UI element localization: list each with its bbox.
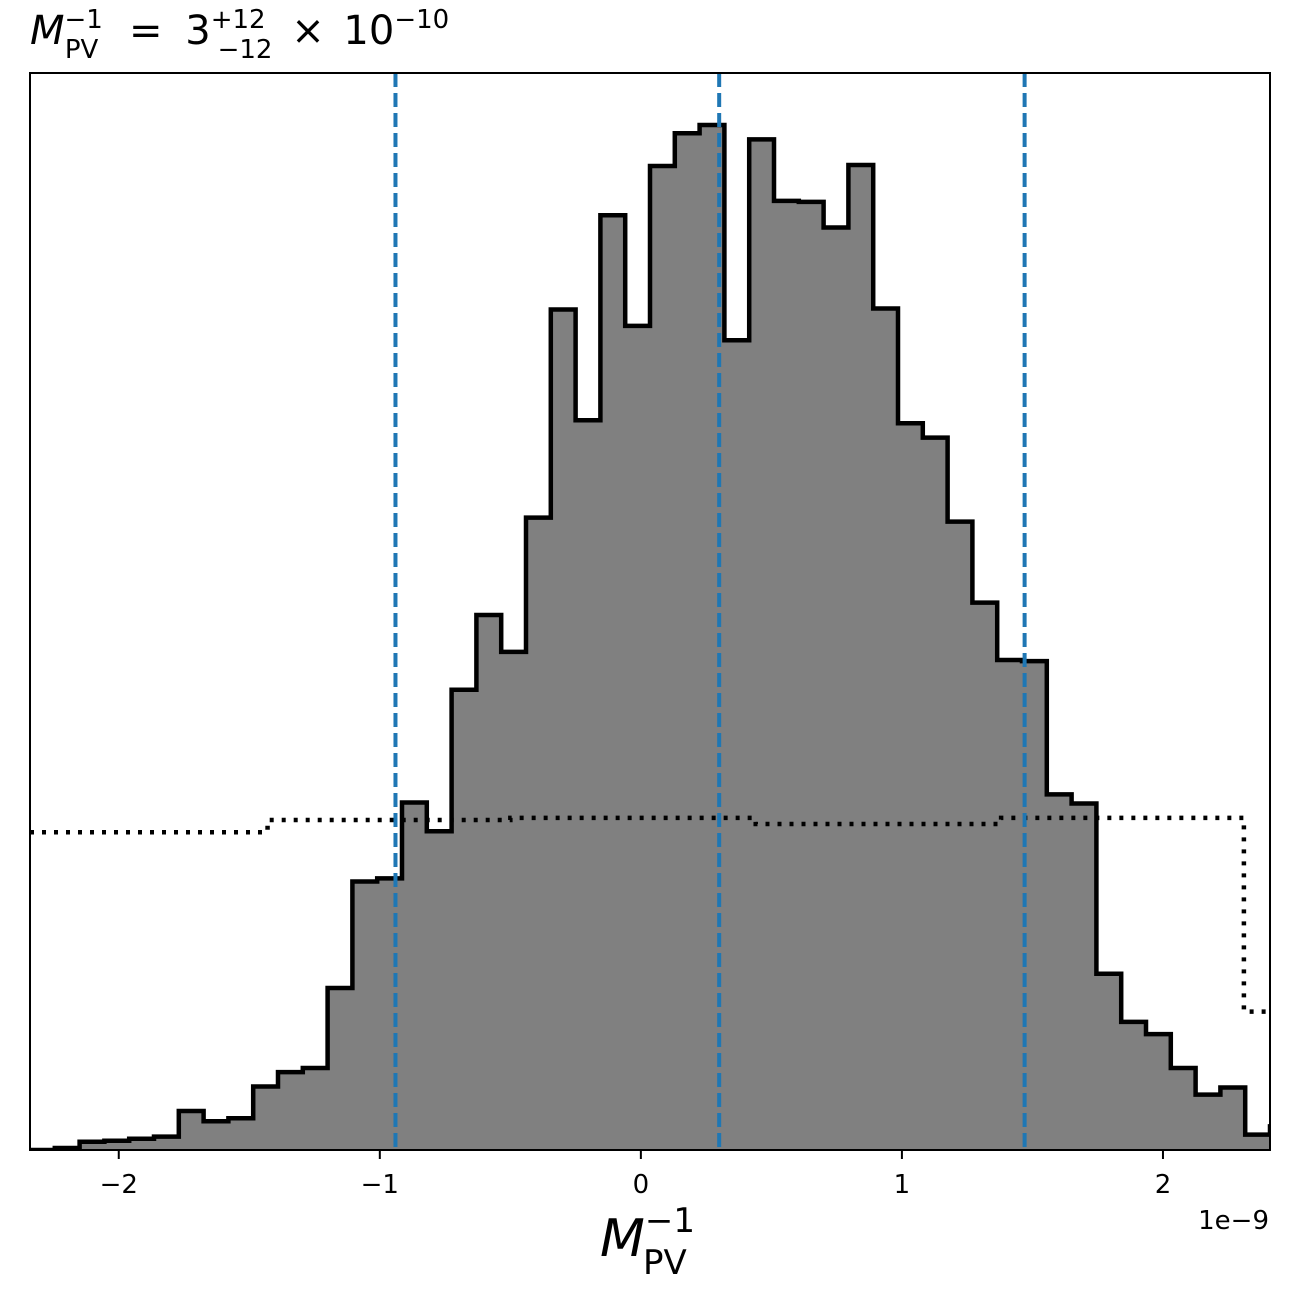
x-tick-label: −2 [100,1170,138,1200]
plot-frame [29,72,1271,1151]
plot-area [29,72,1289,1151]
posterior-step-line [30,122,1270,1150]
posterior-bar [278,1072,304,1150]
svg-text:M−1PV = 3+12−12: M−1 PV = 3+12 −12 × 10−10 [30,5,449,68]
posterior-bar [972,602,998,1150]
posterior-bar [1195,1094,1221,1150]
svg-text:M−1PV: M−1 PV [600,1201,695,1283]
posterior-bar [798,201,825,1150]
posterior-bar [922,437,949,1150]
posterior-bar [749,139,775,1150]
posterior-bar [402,802,428,1150]
posterior-bar [302,1068,329,1150]
posterior-bar [699,125,725,1150]
title-power-exp: −10 [394,5,449,35]
title-err-plus: +12 [211,5,266,35]
posterior-bar [947,521,973,1150]
posterior-bar [873,308,899,1150]
x-tick-label: −1 [361,1170,399,1200]
posterior-bar [377,878,403,1150]
posterior-bar [352,881,378,1150]
chart-title: M−1 PV = 3+12 −12 × 10−10 [30,5,449,68]
posterior-bar [1096,973,1122,1150]
title-power-base: 10 [343,8,394,54]
posterior-bar [451,689,477,1150]
title-base-sup: −1 [65,5,103,35]
posterior-bar [1270,1126,1289,1150]
posterior-bar [650,166,676,1150]
xlabel-sub: PV [643,1243,687,1283]
title-base-sub: PV [65,35,99,65]
posterior-bar [228,1118,254,1150]
posterior-bar [1245,1134,1270,1150]
title-err-minus: −12 [218,35,273,65]
posterior-bar [1220,1087,1246,1150]
posterior-bar [104,1140,130,1150]
posterior-bar [625,325,651,1150]
posterior-bar [426,831,453,1150]
x-tick-label: 1 [894,1170,911,1200]
title-equals: = [129,8,163,54]
posterior-bar [1121,1021,1147,1150]
posterior-bar [550,309,577,1150]
posterior-bar [178,1111,205,1150]
x-axis: −2 −1 0 1 2 [100,1150,1172,1200]
posterior-bar [1146,1034,1172,1150]
posterior-bar [476,614,502,1150]
title-value: 3 [185,8,210,54]
xlabel-base: M [600,1209,645,1269]
posterior-bar [898,423,924,1150]
posterior-bar [674,133,701,1150]
x-offset-label: 1e−9 [1198,1206,1269,1236]
posterior-bar [253,1086,279,1150]
x-tick-label: 0 [633,1170,650,1200]
x-axis-label: M−1 PV [600,1201,695,1283]
posterior-bar [526,517,552,1150]
title-base: M [30,8,65,54]
posterior-bar [774,200,800,1150]
posterior-bar [501,651,527,1150]
title-times: × [291,8,325,54]
posterior-bar [600,215,626,1150]
xlabel-sup: −1 [645,1201,695,1241]
posterior-bar [848,164,874,1150]
prior-step-line [30,815,1270,1014]
posterior-bar [1071,803,1097,1150]
plot-content [30,73,1289,1150]
posterior-bar [823,227,849,1150]
posterior-bar [203,1121,229,1150]
posterior-bar [1170,1068,1197,1150]
x-tick-label: 2 [1155,1170,1172,1200]
posterior-bar [575,420,601,1150]
posterior-bar [327,988,353,1150]
posterior-bar [79,1141,105,1150]
posterior-bar [997,660,1023,1150]
posterior-bar [724,340,750,1150]
posterior-bar [154,1136,180,1150]
posterior-bar [1046,794,1073,1150]
posterior-bar [129,1138,155,1150]
